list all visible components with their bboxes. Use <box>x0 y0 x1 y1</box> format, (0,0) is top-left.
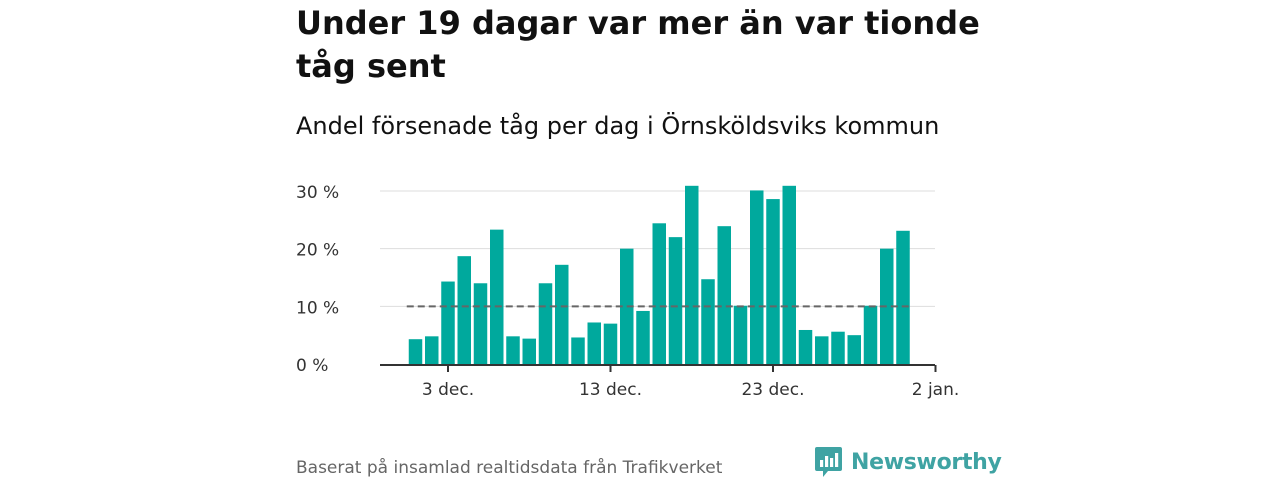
bar <box>490 229 504 364</box>
bar <box>750 190 764 364</box>
y-tick-label: 0 % <box>296 356 328 376</box>
y-tick-label: 20 % <box>296 241 339 261</box>
bar <box>847 335 861 364</box>
bar <box>896 230 910 364</box>
bar <box>766 199 780 364</box>
bar <box>587 322 601 364</box>
bar <box>603 323 618 364</box>
x-tick-label: 2 jan. <box>912 380 960 400</box>
chart-title: Under 19 dagar var mer än var tionde tåg… <box>296 4 980 85</box>
y-tick-label: 30 % <box>296 183 339 203</box>
bar <box>685 185 699 364</box>
bar <box>522 338 536 364</box>
brand-logo-link: Newsworthy <box>815 446 1002 478</box>
bar <box>798 329 813 364</box>
chart-subtitle: Andel försenade tåg per dag i Örnsköldsv… <box>296 112 940 140</box>
bar-chart: 0 % 10 % 20 % 30 % 3 dec. 13 dec. 23 dec. 2 jan… <box>296 183 960 400</box>
x-tick-label: 13 dec. <box>579 380 642 400</box>
newsworthy-logo-icon <box>815 447 842 477</box>
bar <box>733 305 748 364</box>
bar <box>636 310 650 364</box>
bar <box>408 339 423 364</box>
bar <box>506 336 520 364</box>
bar <box>668 237 683 364</box>
bar <box>457 256 471 364</box>
source-note: Baserat på insamlad realtidsdata från Tr… <box>296 458 723 478</box>
chart-card: Under 19 dagar var mer än var tionde tåg… <box>296 0 1002 480</box>
bar <box>652 223 666 364</box>
bar <box>701 279 715 364</box>
bar <box>571 337 585 364</box>
bar <box>538 283 553 364</box>
y-tick-label: 10 % <box>296 298 339 318</box>
bar <box>815 336 829 364</box>
bar <box>782 185 796 364</box>
bar <box>863 305 878 364</box>
bar <box>831 331 845 364</box>
brand-name: Newsworthy <box>851 449 1002 475</box>
bar <box>555 264 569 364</box>
bar <box>473 283 488 364</box>
bar <box>425 336 439 364</box>
x-tick-label: 23 dec. <box>741 380 804 400</box>
bar <box>441 281 455 364</box>
bar <box>717 226 731 364</box>
x-tick-label: 3 dec. <box>422 380 474 400</box>
